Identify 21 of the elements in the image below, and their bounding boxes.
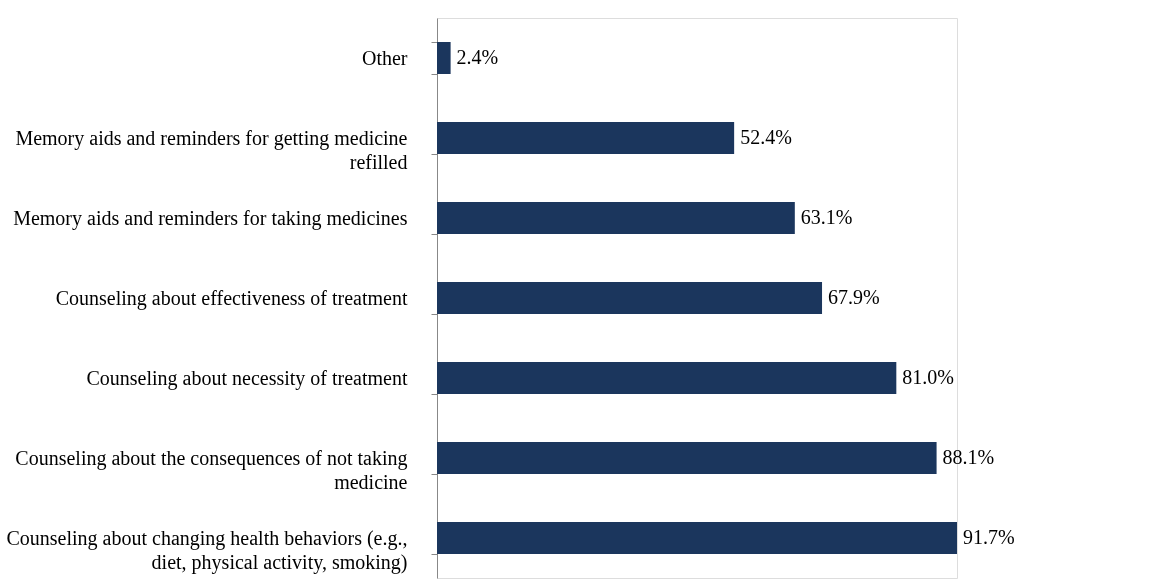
y-tick-label: Memory aids and reminders for getting medicine refilled	[15, 126, 408, 173]
bar	[437, 522, 957, 554]
data-label: 2.4%	[456, 46, 499, 68]
bar	[437, 202, 795, 234]
data-label: 67.9%	[828, 286, 880, 308]
y-tick-label: Counseling about the consequences of not taking medicine	[15, 446, 408, 493]
y-tick-label: Memory aids and reminders for taking medicines	[13, 206, 408, 230]
data-label: 88.1%	[942, 446, 995, 468]
bar	[437, 442, 937, 474]
y-tick-label: Counseling about effectiveness of treatment	[55, 286, 408, 310]
y-tick-label: Counseling about necessity of treatment	[86, 366, 408, 390]
data-label: 52.4%	[740, 126, 792, 148]
data-label: 81.0%	[902, 366, 954, 388]
bar	[437, 362, 897, 394]
bar	[437, 122, 735, 154]
y-tick-label: Other	[361, 46, 408, 69]
bar	[437, 282, 823, 314]
bar	[437, 42, 451, 74]
y-tick-label: Counseling about changing health behaviors (e.g., diet, physical activity, smoking)	[6, 526, 408, 574]
data-label: 63.1%	[800, 206, 853, 228]
data-label: 91.7%	[963, 526, 1015, 548]
